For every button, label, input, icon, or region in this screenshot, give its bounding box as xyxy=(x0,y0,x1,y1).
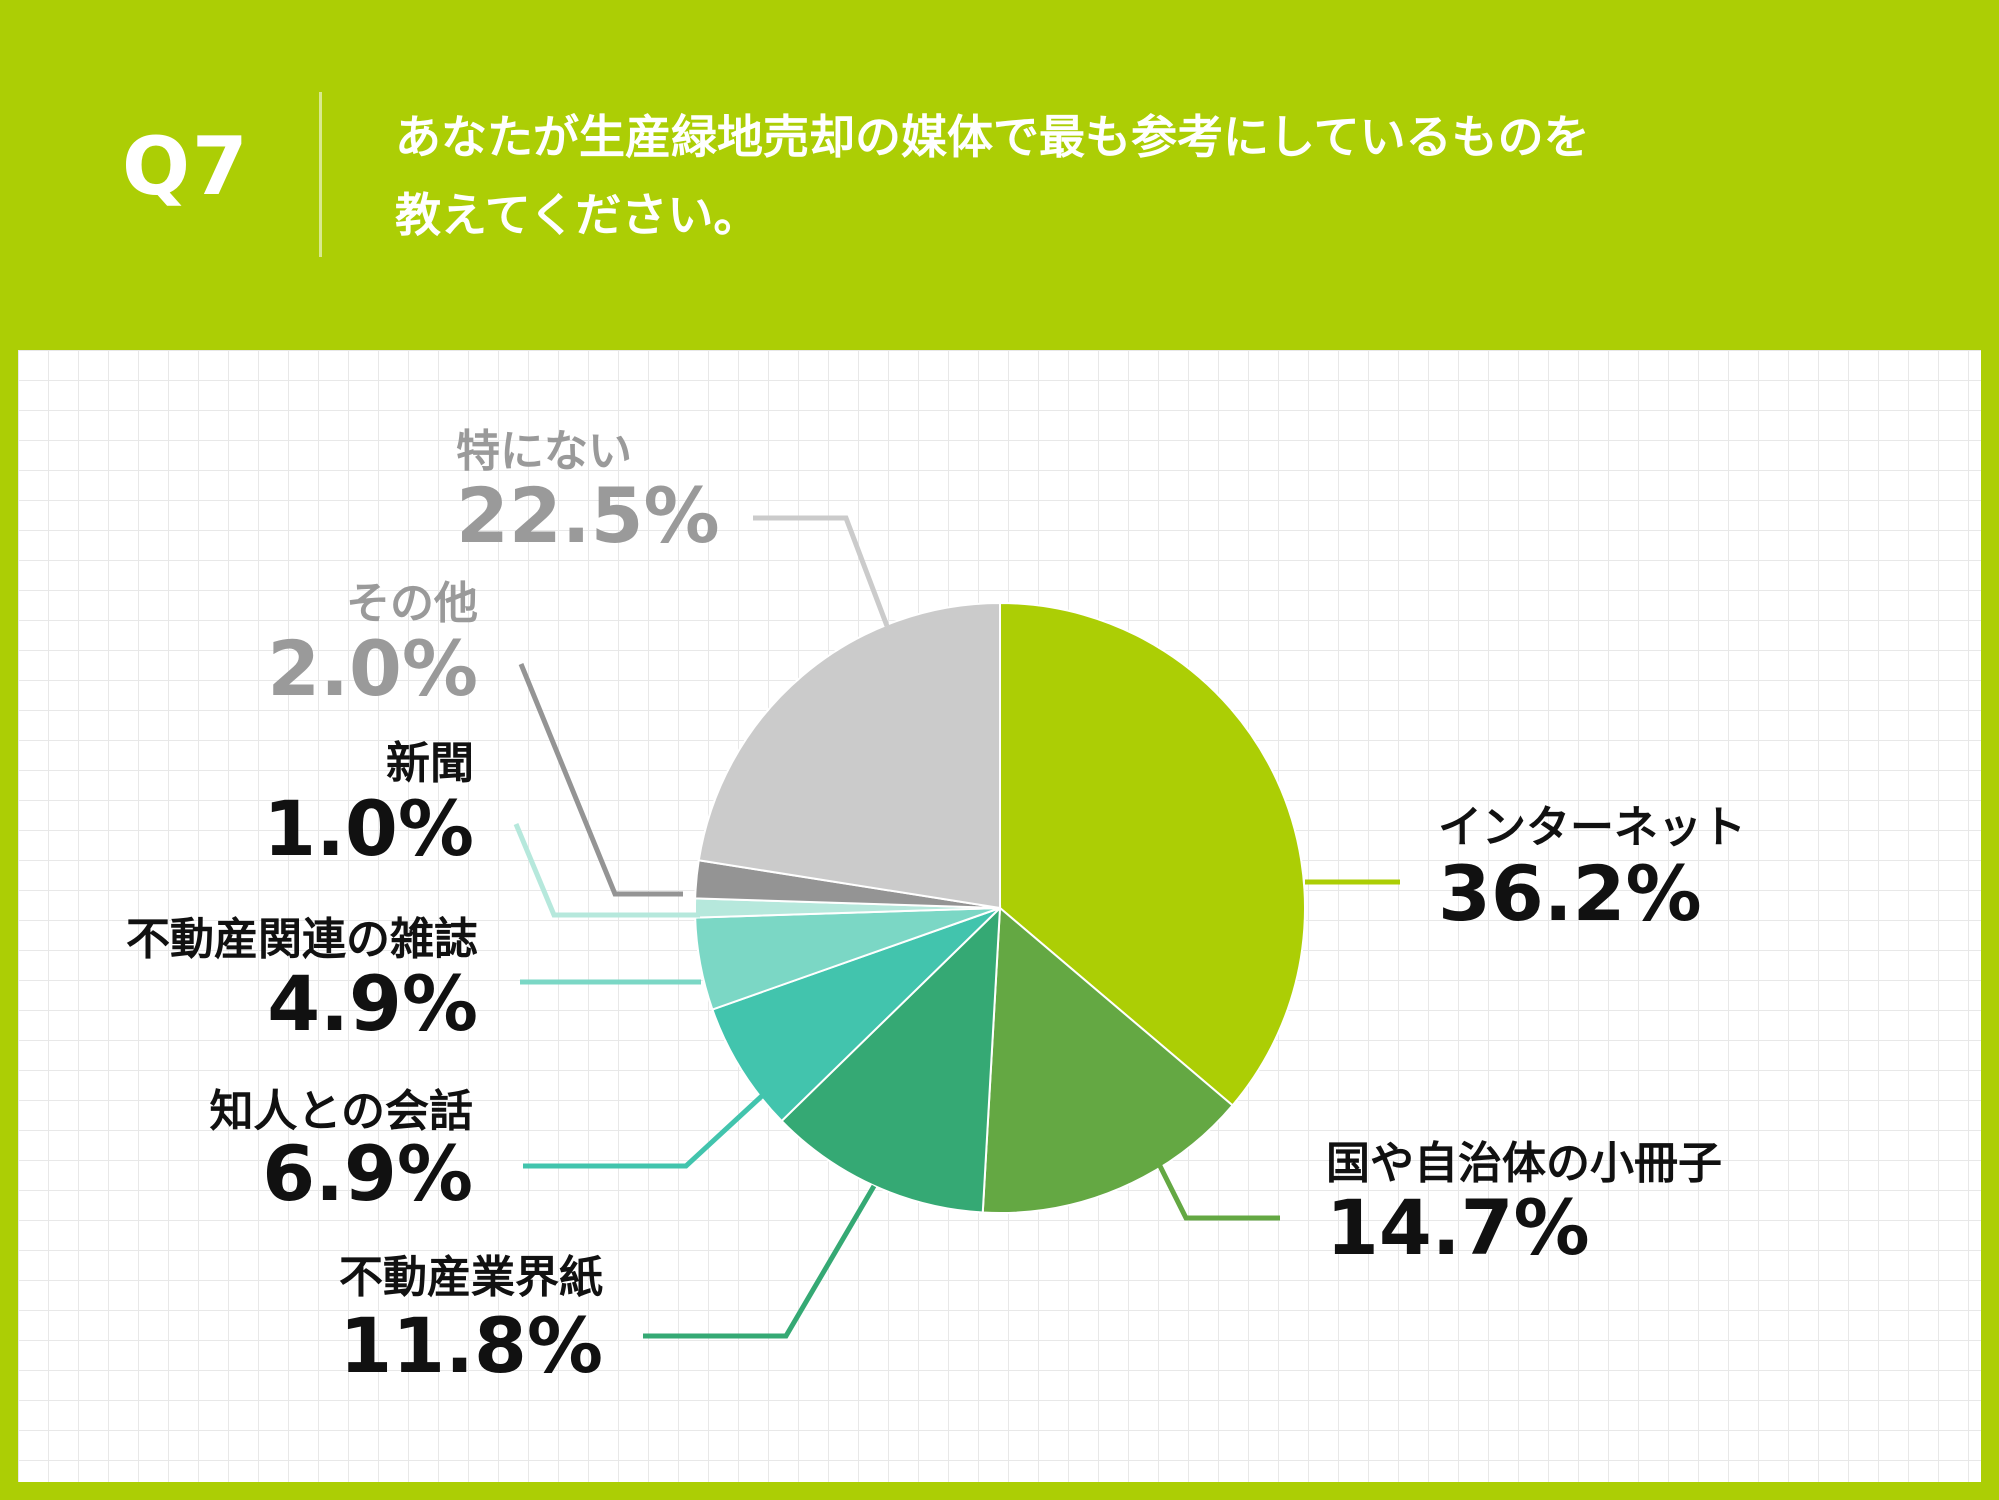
pie-slice-1 xyxy=(999,601,1306,1107)
chart-panel: インターネット 36.2% 国や自治体の小冊子 14.7% 不動産業界紙 11.8% 知人と… xyxy=(18,350,1981,1482)
slice-label-1: インターネット xyxy=(1438,802,1746,853)
slice-value-5: 4.9% xyxy=(267,959,478,1048)
leader-line-8 xyxy=(753,515,890,627)
slice-label-6: 新聞 xyxy=(386,738,474,789)
slice-label-7: その他 xyxy=(346,578,478,629)
leader-line-7 xyxy=(518,663,683,897)
pie-slice-8 xyxy=(697,601,1001,910)
slice-label-3: 不動産業界紙 xyxy=(339,1252,603,1303)
slice-value-4: 6.9% xyxy=(262,1129,473,1218)
question-text: あなたが生産緑地売却の媒体で最も参考にしているものを 教えてください。 xyxy=(395,98,1795,254)
pie-slice-2 xyxy=(981,905,1234,1214)
leader-line-4 xyxy=(523,1092,766,1169)
leader-line-6 xyxy=(513,823,700,918)
slice-label-8: 特にない xyxy=(456,426,632,477)
question-line-1: あなたが生産緑地売却の媒体で最も参考にしているものを xyxy=(395,110,1590,164)
slice-value-2: 14.7% xyxy=(1326,1183,1590,1272)
slice-value-7: 2.0% xyxy=(267,624,478,713)
question-number: Q7 xyxy=(122,120,250,213)
question-header: Q7 あなたが生産緑地売却の媒体で最も参考にしているものを 教えてください。 xyxy=(0,0,1999,350)
slice-value-1: 36.2% xyxy=(1438,849,1702,938)
pie-slice-4 xyxy=(711,907,1001,1123)
question-line-2: 教えてください。 xyxy=(395,188,760,242)
slice-value-6: 1.0% xyxy=(263,784,474,873)
header-divider xyxy=(319,92,322,257)
slice-value-3: 11.8% xyxy=(339,1301,603,1390)
slice-label-5: 不動産関連の雑誌 xyxy=(126,914,478,965)
slice-label-4: 知人との会話 xyxy=(209,1086,473,1137)
leader-line-3 xyxy=(643,1184,877,1339)
slice-value-8: 22.5% xyxy=(456,471,720,560)
slice-label-2: 国や自治体の小冊子 xyxy=(1326,1138,1722,1189)
pie-slice-3 xyxy=(780,905,1002,1214)
leader-line-2 xyxy=(1155,1160,1280,1221)
